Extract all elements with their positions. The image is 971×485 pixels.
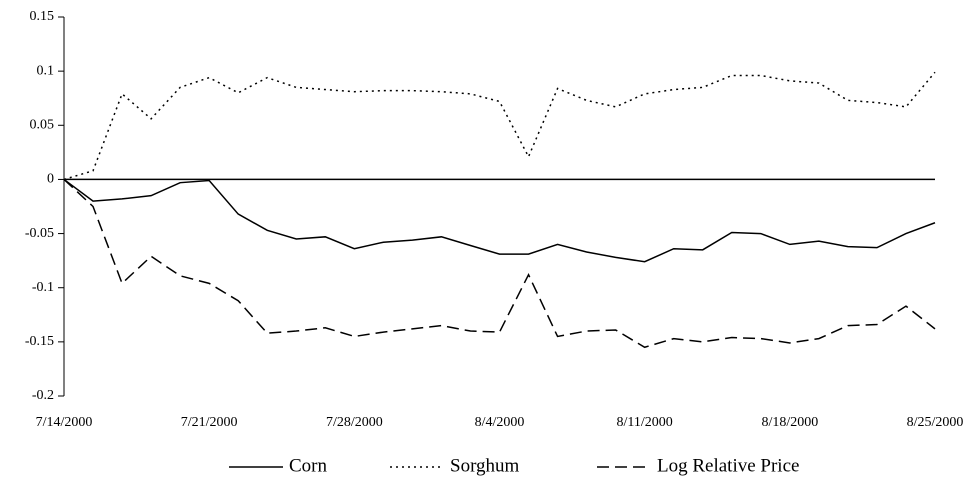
- x-tick-label: 8/11/2000: [617, 415, 673, 430]
- y-tick-label: 0.1: [37, 63, 55, 78]
- x-tick-label: 8/18/2000: [761, 415, 818, 430]
- y-tick-label: -0.15: [25, 334, 54, 349]
- legend-label: Corn: [289, 455, 328, 476]
- y-tick-label: -0.2: [32, 388, 54, 403]
- series-line: [63, 71, 936, 181]
- legend-label: Sorghum: [450, 455, 520, 476]
- y-tick-label: -0.1: [32, 280, 54, 295]
- legend-label: Log Relative Price: [657, 455, 799, 476]
- y-tick-label: 0.15: [30, 9, 55, 24]
- x-tick-label: 8/4/2000: [475, 415, 525, 430]
- x-tick-label: 8/25/2000: [907, 415, 964, 430]
- series-line: [63, 178, 936, 349]
- x-tick-label: 7/14/2000: [36, 415, 93, 430]
- y-tick-label: 0.05: [30, 118, 55, 133]
- series-line: [63, 178, 936, 263]
- y-tick-label: -0.05: [25, 226, 54, 241]
- x-tick-label: 7/21/2000: [181, 415, 238, 430]
- y-tick-label: 0: [47, 172, 54, 187]
- x-tick-label: 7/28/2000: [326, 415, 383, 430]
